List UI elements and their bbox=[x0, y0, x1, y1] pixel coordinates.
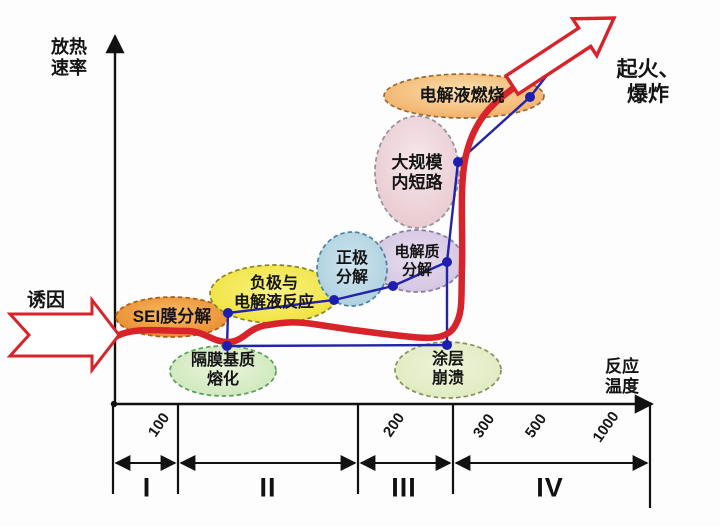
bubble-cathode-decomposition-ellipse bbox=[316, 231, 388, 307]
data-point-dot bbox=[442, 340, 452, 350]
stage-label-4: IV bbox=[536, 472, 564, 503]
data-point-dot bbox=[223, 308, 233, 318]
stage-label-1: I bbox=[142, 472, 152, 503]
data-point-dot bbox=[453, 157, 463, 167]
bubble-massive-internal-short-ellipse bbox=[374, 115, 460, 229]
trigger-arrow-shape bbox=[6, 295, 121, 375]
blue-aux-line bbox=[225, 262, 449, 348]
data-point-dot bbox=[525, 92, 535, 102]
data-point-dot bbox=[388, 281, 398, 291]
data-point-dot bbox=[329, 295, 339, 305]
heat-rate-curve bbox=[113, 60, 550, 346]
bubble-electrolyte-combustion-ellipse bbox=[383, 73, 545, 119]
explosion-arrow-shape bbox=[503, 16, 617, 97]
data-point-dot bbox=[222, 341, 232, 351]
bubble-coating-collapse-ellipse bbox=[394, 341, 502, 399]
stage-label-3: III bbox=[391, 472, 417, 503]
stage-label-2: II bbox=[259, 472, 277, 503]
bubble-separator-melting-ellipse bbox=[169, 345, 277, 397]
data-point-dot bbox=[442, 257, 452, 267]
data-points bbox=[222, 92, 535, 351]
